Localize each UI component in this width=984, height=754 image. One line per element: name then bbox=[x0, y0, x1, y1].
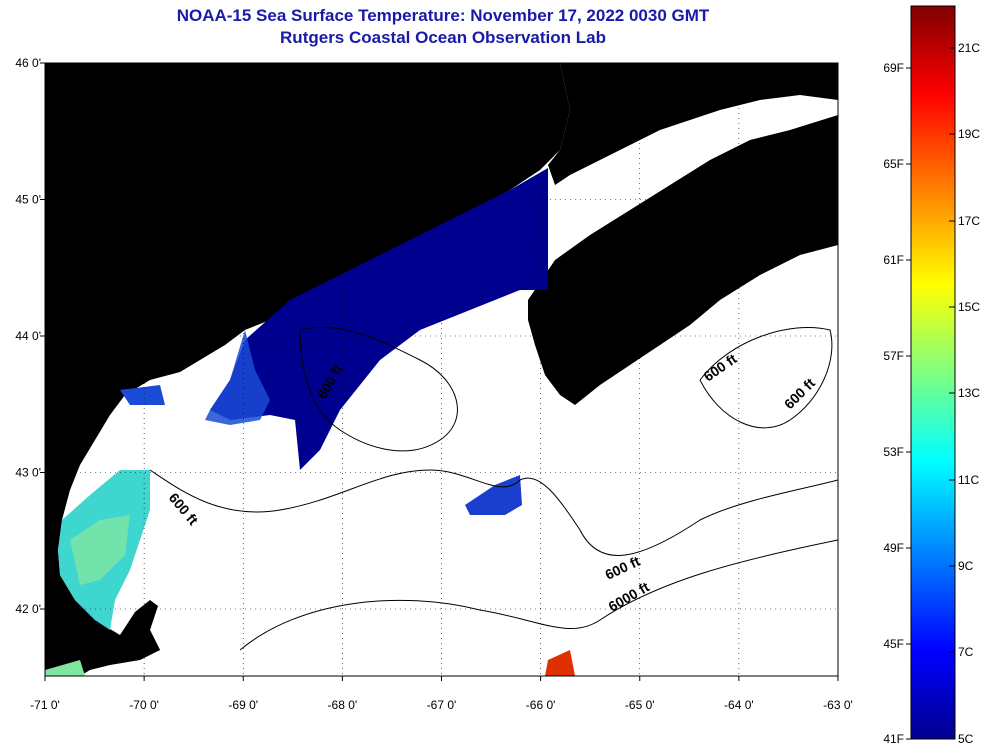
colorbar-c-label: 13C bbox=[958, 386, 980, 400]
lon-tick-label: -63 0' bbox=[823, 698, 853, 712]
bathymetry-contours bbox=[149, 326, 838, 651]
sst-swath-blue bbox=[205, 330, 270, 425]
colorbar-f-label: 49F bbox=[883, 541, 904, 555]
lat-tick-label: 43 0' bbox=[15, 466, 41, 480]
colorbar-c-label: 17C bbox=[958, 214, 980, 228]
colorbar-c-label: 7C bbox=[958, 645, 974, 659]
colorbar-ticks: 69F 65F 61F 57F 53F 49F 45F 41F 21C 19C 17C 15C 13C 1… bbox=[883, 41, 980, 746]
colorbar-c-label: 9C bbox=[958, 559, 974, 573]
land-cape-cod bbox=[120, 600, 160, 655]
land-new-brunswick bbox=[548, 63, 838, 185]
colorbar-c-label: 21C bbox=[958, 41, 980, 55]
lon-tick-label: -65 0' bbox=[625, 698, 655, 712]
contour-600ft-east bbox=[699, 326, 833, 429]
colorbar-f-label: 61F bbox=[883, 253, 904, 267]
lon-tick-label: -66 0' bbox=[526, 698, 556, 712]
contour-6000ft bbox=[239, 539, 838, 651]
lat-tick-label: 44 0' bbox=[15, 329, 41, 343]
colorbar-f-label: 57F bbox=[883, 349, 904, 363]
lon-tick-label: -68 0' bbox=[328, 698, 358, 712]
sst-patch-warm bbox=[545, 650, 575, 676]
latitude-ticks: 46 0' 45 0' 44 0' 43 0' 42 0' bbox=[15, 56, 45, 616]
colorbar-f-label: 41F bbox=[883, 732, 904, 746]
map-subtitle: Rutgers Coastal Ocean Observation Lab bbox=[280, 28, 606, 47]
sst-patch-green bbox=[70, 515, 130, 585]
sst-swath-cold bbox=[210, 168, 548, 470]
land-maine bbox=[45, 63, 570, 676]
contour-600ft-gulf bbox=[149, 469, 838, 556]
sst-patch-green-south bbox=[45, 660, 85, 676]
lon-tick-label: -71 0' bbox=[30, 698, 60, 712]
colorbar-f-label: 45F bbox=[883, 637, 904, 651]
colorbar-c-label: 11C bbox=[958, 473, 979, 487]
colorbar bbox=[910, 5, 956, 740]
map-title: NOAA-15 Sea Surface Temperature: Novembe… bbox=[176, 6, 710, 25]
contour-600ft-basin bbox=[299, 326, 458, 452]
colorbar-f-label: 53F bbox=[883, 445, 904, 459]
longitude-ticks: -71 0' -70 0' -69 0' -68 0' -67 0' -66 0' -65 … bbox=[30, 676, 853, 712]
lon-tick-label: -69 0' bbox=[228, 698, 258, 712]
colorbar-c-label: 15C bbox=[958, 300, 980, 314]
lat-tick-label: 45 0' bbox=[15, 193, 41, 207]
graticule bbox=[45, 63, 838, 676]
colorbar-f-label: 69F bbox=[883, 61, 904, 75]
sst-patch-southeast bbox=[465, 475, 522, 515]
lon-tick-label: -70 0' bbox=[129, 698, 159, 712]
colorbar-c-label: 19C bbox=[958, 127, 980, 141]
land-nova-scotia bbox=[528, 115, 838, 405]
lon-tick-label: -67 0' bbox=[427, 698, 457, 712]
sst-patch-blue-1 bbox=[120, 385, 165, 405]
colorbar-f-label: 65F bbox=[883, 157, 904, 171]
lat-tick-label: 42 0' bbox=[15, 602, 41, 616]
lat-tick-label: 46 0' bbox=[15, 56, 41, 70]
lon-tick-label: -64 0' bbox=[724, 698, 754, 712]
colorbar-c-label: 5C bbox=[958, 732, 974, 746]
